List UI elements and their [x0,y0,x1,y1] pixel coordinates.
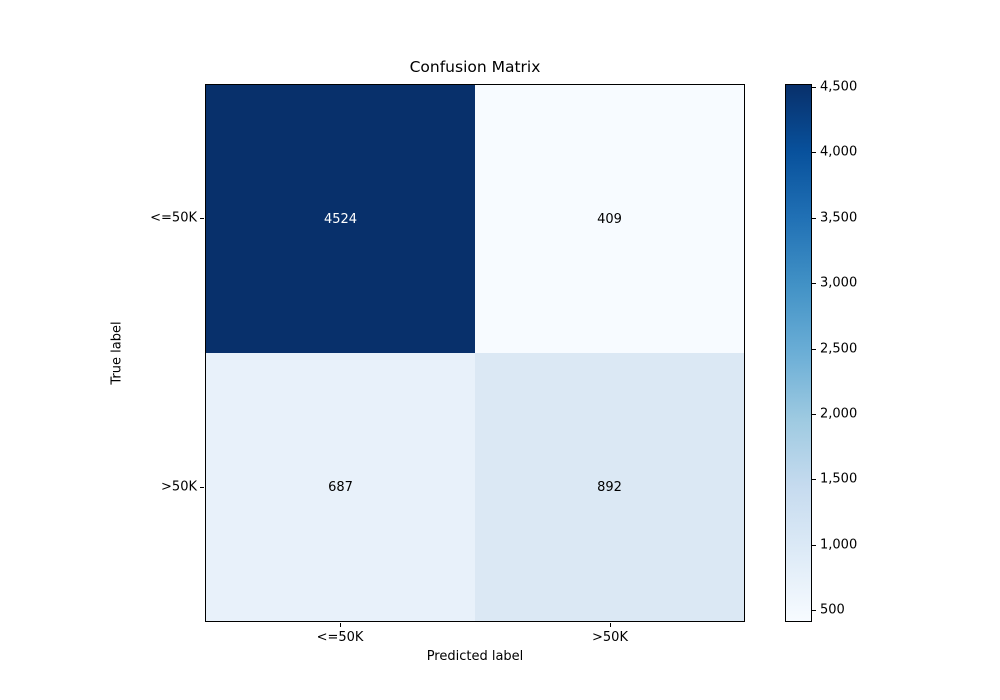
colorbar-tick-label-1: 4,000 [820,144,858,160]
y-tick-mark-1 [200,487,204,488]
cell-value-0-0: 4524 [323,211,358,227]
colorbar-tick-mark-3 [812,283,816,284]
x-tick-mark-0 [340,623,341,627]
y-tick-label-0: <=50K [150,210,197,226]
y-tick-label-1: >50K [161,479,197,495]
y-axis-label: True label [109,321,125,385]
colorbar-tick-mark-6 [812,479,816,480]
heatmap-cell-1-0: 687 [206,353,475,621]
colorbar-tick-mark-0 [812,87,816,88]
colorbar-tick-label-0: 4,500 [820,79,858,95]
colorbar-tick-label-6: 1,500 [820,471,858,487]
cell-value-1-1: 892 [597,479,622,495]
colorbar-tick-mark-4 [812,349,816,350]
colorbar-tick-mark-8 [812,610,816,611]
colorbar-tick-mark-1 [812,152,816,153]
cell-value-0-1: 409 [597,211,622,227]
colorbar-tick-label-8: 500 [820,602,845,618]
colorbar [785,84,812,622]
cell-value-1-0: 687 [328,479,353,495]
colorbar-tick-label-7: 1,000 [820,537,858,553]
heatmap-cell-0-0: 4524 [206,85,475,353]
heatmap-cell-1-1: 892 [475,353,744,621]
chart-title: Confusion Matrix [409,58,541,76]
heatmap-cell-0-1: 409 [475,85,744,353]
x-axis-label: Predicted label [426,649,524,664]
x-tick-label-0: <=50K [316,630,364,645]
x-tick-mark-1 [610,623,611,627]
x-tick-label-1: >50K [592,630,628,645]
colorbar-gradient [786,85,811,621]
colorbar-tick-mark-7 [812,545,816,546]
colorbar-tick-label-5: 2,000 [820,406,858,422]
colorbar-tick-mark-5 [812,414,816,415]
y-tick-mark-0 [200,218,204,219]
colorbar-tick-label-3: 3,000 [820,275,858,291]
heatmap-plot: 4524 409 687 892 [205,84,745,622]
colorbar-tick-label-2: 3,500 [820,210,858,226]
colorbar-tick-label-4: 2,500 [820,341,858,357]
colorbar-tick-mark-2 [812,218,816,219]
